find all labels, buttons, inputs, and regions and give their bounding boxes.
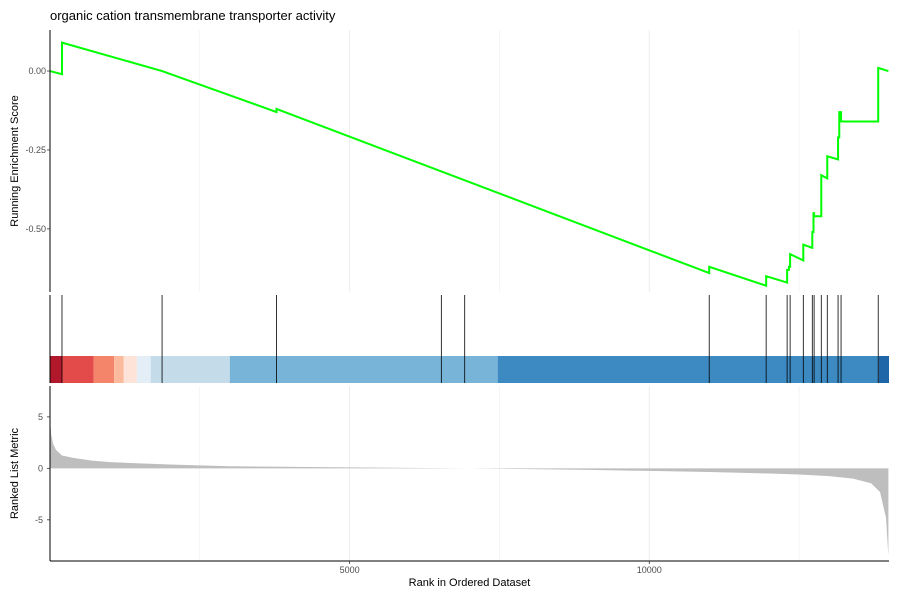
chart-title: organic cation transmembrane transporter… xyxy=(50,8,336,23)
color-band xyxy=(123,356,137,383)
series-layer xyxy=(49,41,889,556)
enrichment-y-axis-title: Running Enrichment Score xyxy=(9,95,21,226)
color-band xyxy=(878,356,889,383)
hit-marker-layer xyxy=(61,295,879,383)
color-band xyxy=(229,356,498,383)
color-band xyxy=(61,356,94,383)
label-layer: 0.00 -0.25 -0.50 5 0 -5 5000 10000 Rank in Order… xyxy=(9,66,662,589)
color-band xyxy=(93,356,115,383)
enrichment-y-tick-label: 0.00 xyxy=(28,66,46,76)
axis-layer xyxy=(47,30,889,564)
x-tick-label: 10000 xyxy=(637,565,662,575)
color-band-layer xyxy=(50,356,889,383)
x-tick-label: 5000 xyxy=(340,565,360,575)
ranked-metric-y-tick-label: 0 xyxy=(38,463,43,473)
enrichment-y-tick-label: -0.50 xyxy=(25,224,46,234)
color-band xyxy=(114,356,124,383)
color-band xyxy=(150,356,230,383)
ranked-metric-y-tick-label: 5 xyxy=(38,412,43,422)
enrichment-score-line xyxy=(49,41,889,288)
x-axis-title: Rank in Ordered Dataset xyxy=(409,577,531,589)
color-band xyxy=(497,356,879,383)
enrichment-y-tick-label: -0.25 xyxy=(25,145,46,155)
color-band xyxy=(136,356,151,383)
color-band xyxy=(50,356,62,383)
ranked-metric-y-axis-title: Ranked List Metric xyxy=(9,427,21,519)
ranked-metric-area xyxy=(50,418,889,556)
ranked-metric-y-tick-label: -5 xyxy=(35,515,43,525)
